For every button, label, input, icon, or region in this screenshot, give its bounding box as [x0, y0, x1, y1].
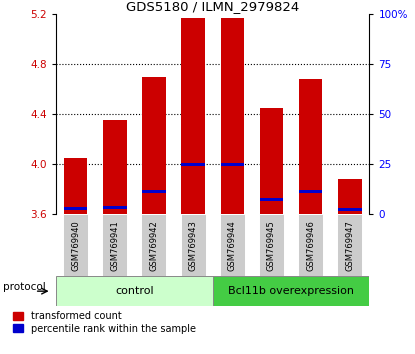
- Bar: [64, 158, 88, 214]
- Bar: [260, 108, 283, 214]
- Text: Bcl11b overexpression: Bcl11b overexpression: [228, 286, 354, 296]
- Bar: [181, 18, 205, 214]
- Bar: [299, 190, 322, 193]
- Bar: [260, 198, 283, 201]
- Text: GSM769944: GSM769944: [228, 220, 237, 270]
- Bar: [103, 120, 127, 214]
- Text: GSM769940: GSM769940: [71, 220, 80, 270]
- Bar: [181, 163, 205, 166]
- Bar: [142, 77, 166, 214]
- Bar: [338, 209, 361, 211]
- Text: control: control: [115, 286, 154, 296]
- Bar: [220, 18, 244, 214]
- Title: GDS5180 / ILMN_2979824: GDS5180 / ILMN_2979824: [126, 0, 299, 13]
- Text: GSM769946: GSM769946: [306, 220, 315, 270]
- Text: GSM769941: GSM769941: [110, 220, 119, 270]
- Bar: [63, 214, 88, 276]
- Text: GSM769942: GSM769942: [149, 220, 159, 270]
- Bar: [299, 79, 322, 214]
- Bar: [298, 214, 323, 276]
- Bar: [213, 276, 369, 306]
- Bar: [259, 214, 284, 276]
- Bar: [220, 214, 245, 276]
- Bar: [337, 214, 362, 276]
- Text: GSM769947: GSM769947: [345, 220, 354, 270]
- Bar: [64, 207, 88, 210]
- Text: GSM769943: GSM769943: [188, 220, 198, 270]
- Legend: transformed count, percentile rank within the sample: transformed count, percentile rank withi…: [13, 311, 195, 333]
- Bar: [142, 214, 166, 276]
- Bar: [142, 190, 166, 193]
- Bar: [56, 276, 213, 306]
- Text: GSM769945: GSM769945: [267, 220, 276, 270]
- Bar: [220, 163, 244, 166]
- Bar: [102, 214, 127, 276]
- Text: protocol: protocol: [3, 282, 46, 292]
- Bar: [103, 206, 127, 209]
- Bar: [181, 214, 206, 276]
- Bar: [338, 179, 361, 214]
